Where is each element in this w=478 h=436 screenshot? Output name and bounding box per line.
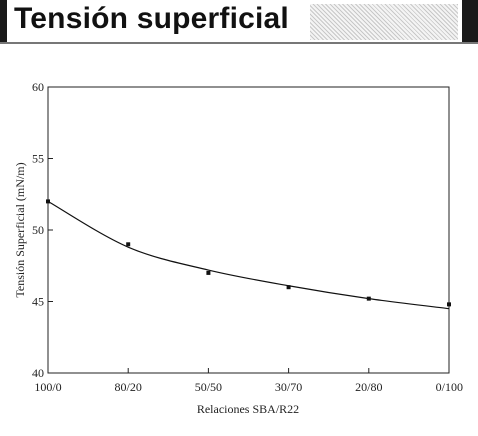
plot-frame — [47, 86, 450, 374]
data-point — [46, 199, 50, 204]
page-title: Tensión superficial — [14, 2, 289, 35]
header-hatch-pattern — [310, 4, 458, 40]
trend-line — [47, 200, 450, 310]
x-tick-label: 50/50 — [195, 380, 222, 394]
y-axis-label: Tensión Superficial (mN/m) — [13, 162, 27, 297]
x-tick-label: 80/20 — [115, 380, 142, 394]
x-axis-label: Relaciones SBA/R22 — [197, 402, 299, 416]
y-tick-label: 50 — [32, 223, 44, 237]
data-point — [126, 242, 131, 247]
header-left-bar — [0, 0, 7, 44]
y-tick-label: 55 — [32, 152, 44, 166]
data-point — [206, 270, 211, 275]
y-tick-label: 45 — [32, 295, 44, 309]
x-axis-ticks: 100/0 80/20 50/50 30/70 20/80 0/100 — [34, 368, 463, 394]
data-point — [447, 302, 451, 307]
x-tick-label: 20/80 — [355, 380, 382, 394]
page-header: Tensión superficial — [0, 0, 478, 44]
header-underline — [0, 42, 478, 44]
y-axis-ticks: 60 55 50 45 40 — [32, 80, 53, 380]
y-tick-label: 60 — [32, 80, 44, 94]
x-tick-label: 30/70 — [275, 380, 302, 394]
x-tick-label: 100/0 — [34, 380, 61, 394]
y-tick-label: 40 — [32, 366, 44, 380]
data-point — [286, 285, 291, 290]
x-tick-label: 0/100 — [436, 380, 463, 394]
data-points — [46, 199, 451, 307]
header-right-bar — [462, 0, 478, 44]
data-point — [366, 296, 371, 301]
